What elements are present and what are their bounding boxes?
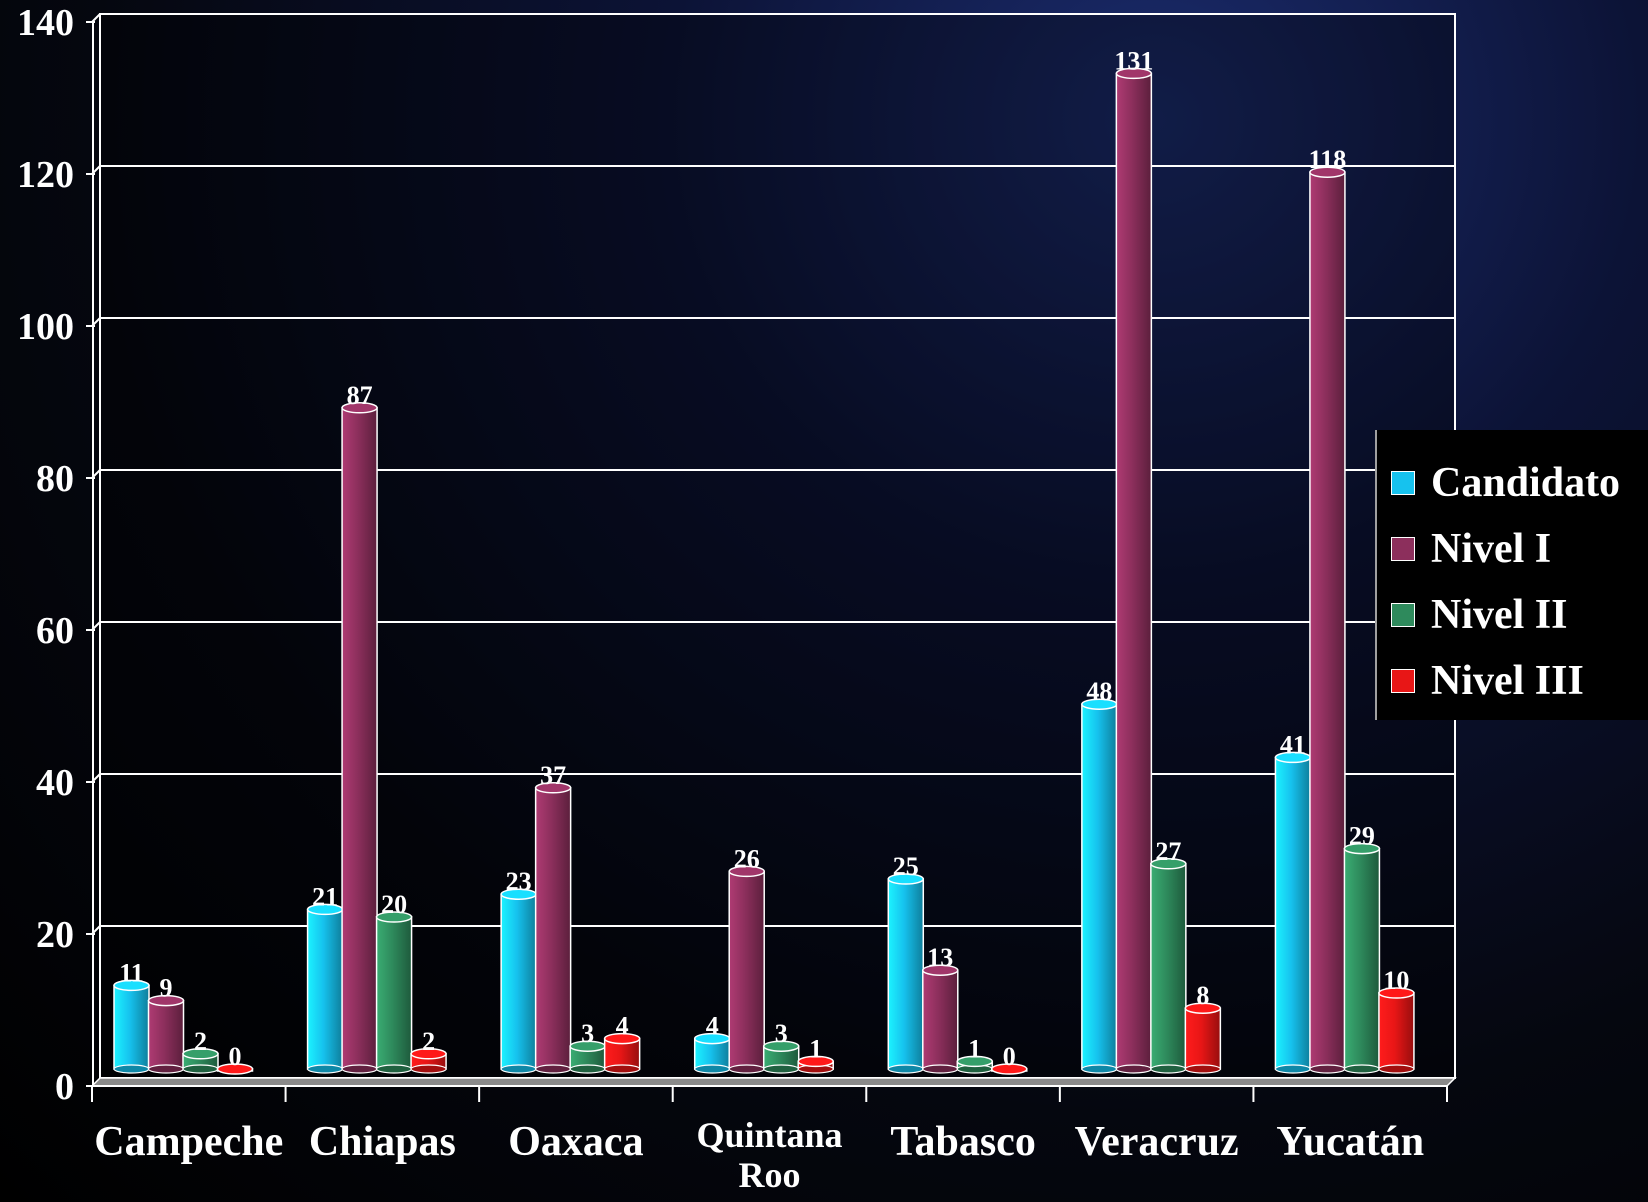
data-label-nivel-i-quintana-roo: 26 (734, 844, 760, 873)
legend-swatch-nivel-iii (1391, 669, 1415, 693)
x-tick-label-oaxaca: Oaxaca (508, 1119, 643, 1165)
gridline-side (91, 13, 101, 23)
data-label-nivel-ii-yucatan: 29 (1349, 822, 1375, 851)
data-label-nivel-ii-oaxaca: 3 (581, 1019, 594, 1048)
plot-area (99, 13, 1456, 1079)
bar-candidato-campeche (113, 979, 150, 1074)
data-label-candidato-oaxaca: 23 (506, 867, 532, 896)
data-label-nivel-ii-campeche: 2 (194, 1027, 207, 1056)
data-label-nivel-i-veracruz: 131 (1114, 46, 1153, 75)
data-label-nivel-ii-quintana-roo: 3 (775, 1019, 788, 1048)
bar-nivel-iii-tabasco (991, 1063, 1028, 1075)
data-label-nivel-iii-quintana-roo: 1 (809, 1034, 822, 1063)
legend: Candidato Nivel I Nivel II Nivel III (1375, 430, 1648, 720)
bar-nivel-i-chiapas (341, 402, 378, 1074)
data-label-candidato-tabasco: 25 (893, 852, 919, 881)
data-label-nivel-iii-yucatan: 10 (1383, 966, 1409, 995)
bar-candidato-yucatan (1274, 751, 1312, 1074)
bar-nivel-ii-oaxaca (569, 1040, 606, 1074)
data-label-nivel-ii-tabasco: 1 (968, 1034, 981, 1063)
data-label-nivel-iii-oaxaca: 4 (616, 1012, 629, 1041)
data-label-candidato-campeche: 11 (119, 958, 144, 987)
y-tick-label: 100 (17, 306, 74, 348)
data-label-nivel-iii-tabasco: 0 (1003, 1042, 1016, 1071)
y-axis: 0 20 40 60 80 100 120 140 (17, 2, 95, 1108)
x-tick-label-quintana-roo: Quintana Roo (696, 1115, 842, 1195)
bar-nivel-ii-veracruz (1150, 858, 1187, 1074)
bar-nivel-ii-tabasco (956, 1055, 994, 1074)
data-label-nivel-iii-veracruz: 8 (1196, 981, 1209, 1010)
plot-frame (99, 13, 1456, 1079)
data-label-nivel-i-tabasco: 13 (927, 943, 953, 972)
data-label-nivel-i-yucatan: 118 (1309, 145, 1347, 174)
bar-candidato-quintana-roo (693, 1032, 731, 1074)
legend-item-candidato: Candidato (1391, 457, 1620, 509)
bars (113, 67, 1415, 1075)
data-label-candidato-veracruz: 48 (1086, 677, 1112, 706)
x-tick-label-tabasco: Tabasco (890, 1119, 1036, 1165)
x-tick-label-campeche: Campeche (94, 1119, 283, 1165)
y-tick-label: 140 (17, 2, 74, 44)
legend-swatch-nivel-ii (1391, 603, 1415, 627)
legend-item-nivel-iii: Nivel III (1391, 655, 1584, 707)
bar-nivel-iii-oaxaca (603, 1032, 641, 1074)
x-tick-label-veracruz: Veracruz (1075, 1119, 1239, 1165)
bar-nivel-ii-quintana-roo (762, 1040, 800, 1074)
bar-nivel-iii-yucatan (1378, 987, 1415, 1074)
bar-nivel-i-tabasco (922, 964, 959, 1074)
data-label-nivel-ii-chiapas: 20 (381, 890, 407, 919)
bar-nivel-i-yucatan (1309, 166, 1346, 1074)
legend-label-candidato: Candidato (1431, 460, 1621, 506)
bar-nivel-i-campeche (147, 994, 185, 1074)
bar-nivel-iii-veracruz (1184, 1002, 1222, 1074)
floor-surface (90, 1077, 1457, 1087)
bar-nivel-i-oaxaca (534, 782, 572, 1074)
legend-swatch-candidato (1391, 471, 1415, 495)
x-axis: Campeche Chiapas Oaxaca Quintana Roo Tabasco V… (91, 1085, 1448, 1195)
y-tick-label: 20 (36, 914, 74, 956)
bar-nivel-iii-campeche (216, 1063, 254, 1075)
data-label-nivel-i-campeche: 9 (160, 974, 173, 1003)
data-label-candidato-quintana-roo: 4 (706, 1012, 719, 1041)
data-label-nivel-i-chiapas: 87 (347, 381, 373, 410)
bar-candidato-veracruz (1081, 698, 1118, 1074)
bar-nivel-ii-campeche (182, 1048, 219, 1074)
data-label-nivel-iii-chiapas: 2 (422, 1027, 435, 1056)
bar-candidato-oaxaca (500, 888, 537, 1074)
data-label-candidato-chiapas: 21 (312, 882, 338, 911)
legend-item-nivel-ii: Nivel II (1391, 589, 1568, 641)
legend-swatch-nivel-i (1391, 537, 1415, 561)
y-tick-label: 120 (17, 154, 74, 196)
legend-label-nivel-i: Nivel I (1431, 526, 1552, 572)
legend-item-nivel-i: Nivel I (1391, 523, 1551, 575)
bar-nivel-ii-chiapas (375, 911, 413, 1074)
bar-nivel-i-quintana-roo (728, 865, 765, 1074)
legend-label-nivel-iii: Nivel III (1431, 658, 1584, 704)
data-label-nivel-ii-veracruz: 27 (1155, 837, 1181, 866)
y-tick-label: 60 (36, 610, 74, 652)
bar-nivel-iii-chiapas (410, 1048, 447, 1074)
bar-nivel-iii-quintana-roo (797, 1055, 834, 1074)
x-tick-label-chiapas: Chiapas (309, 1119, 456, 1165)
bar-nivel-i-veracruz (1115, 67, 1153, 1074)
y-tick-label: 80 (36, 458, 74, 500)
y-tick-label: 40 (36, 762, 74, 804)
bar-candidato-chiapas (306, 903, 344, 1074)
data-label-candidato-yucatan: 41 (1280, 730, 1306, 759)
x-tick-label-yucatan: Yucatán (1276, 1119, 1424, 1165)
bar-nivel-ii-yucatan (1343, 842, 1381, 1074)
data-label-nivel-iii-campeche: 0 (229, 1042, 242, 1071)
bar-candidato-tabasco (887, 873, 925, 1074)
legend-label-nivel-ii: Nivel II (1431, 592, 1568, 638)
chart-floor (90, 1077, 1457, 1087)
y-tick-label: 0 (55, 1066, 74, 1108)
data-label-nivel-i-oaxaca: 37 (540, 761, 566, 790)
